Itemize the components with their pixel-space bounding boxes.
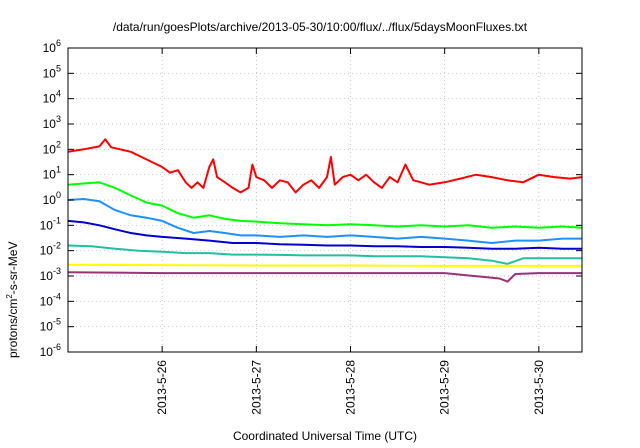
grid <box>68 47 582 353</box>
x-tick-label: 2013-5-30 <box>532 360 546 415</box>
y-tick-label: 106 <box>43 38 61 55</box>
series-line-3 <box>67 198 582 244</box>
y-tick-label: 101 <box>43 165 61 182</box>
y-tick-label: 103 <box>43 114 61 131</box>
y-tick-label: 105 <box>43 63 61 80</box>
chart-title: /data/run/goesPlots/archive/2013-05-30/1… <box>112 20 528 34</box>
x-tick-labels: 2013-5-26 2013-5-27 2013-5-28 2013-5-29 2013… <box>155 360 546 415</box>
y-tick-label: 10-3 <box>40 266 61 283</box>
y-tick-label: 10-6 <box>40 342 61 359</box>
series-line-6 <box>67 263 582 267</box>
x-tick-label: 2013-5-29 <box>438 360 452 415</box>
x-tick-label: 2013-5-26 <box>155 360 169 415</box>
y-tick-label: 102 <box>43 139 61 156</box>
y-tick-label: 10-2 <box>40 241 61 258</box>
y-tick-label: 10-4 <box>40 291 61 308</box>
series-group <box>67 138 583 283</box>
series-line-5 <box>67 244 582 265</box>
series-line-4 <box>67 219 582 250</box>
x-tick-label: 2013-5-28 <box>344 360 358 415</box>
series-line-7 <box>67 271 582 283</box>
y-tick-label: 100 <box>43 190 61 207</box>
x-tick-label: 2013-5-27 <box>249 360 263 415</box>
series-line-1 <box>67 138 583 194</box>
y-tick-label: 10-1 <box>40 215 61 232</box>
ticks <box>68 47 582 353</box>
x-axis-label: Coordinated Universal Time (UTC) <box>232 429 418 443</box>
y-tick-label: 104 <box>43 89 61 106</box>
y-tick-labels: 10-6 10-5 10-4 10-3 10-2 10-1 100 101 102 103 104 1… <box>40 38 61 359</box>
y-tick-label: 10-5 <box>40 317 61 334</box>
series-line-2 <box>67 181 583 229</box>
